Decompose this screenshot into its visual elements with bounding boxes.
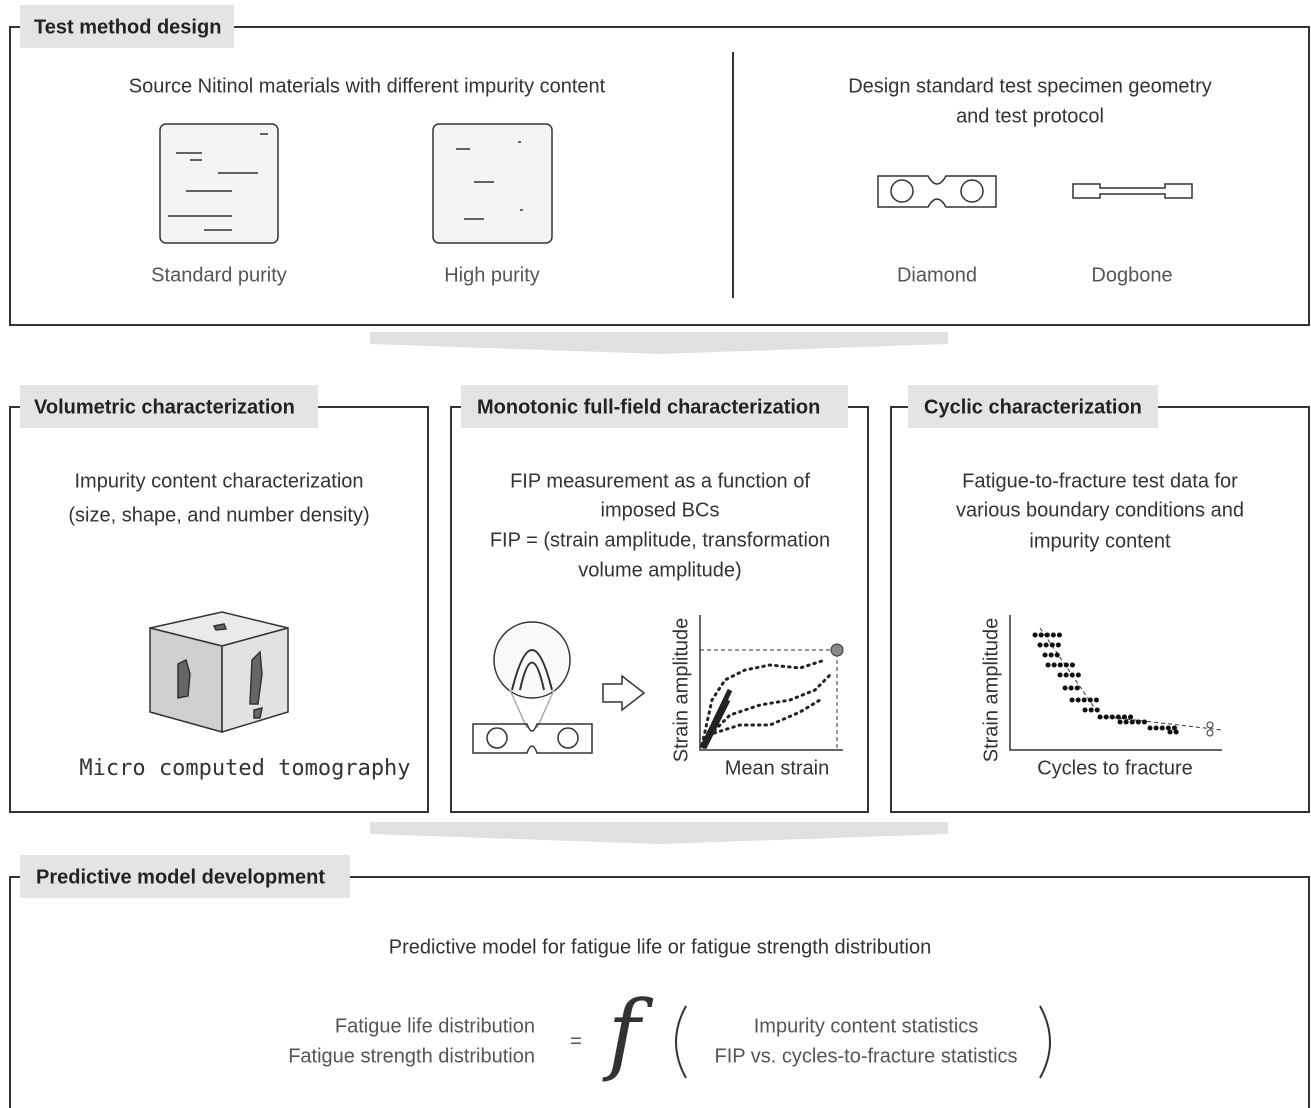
panel-heading: Design standard test specimen geometry xyxy=(848,75,1212,97)
section-box xyxy=(10,407,428,812)
section-box xyxy=(891,407,1309,812)
sample-label: High purity xyxy=(444,264,540,286)
panel-heading: impurity content xyxy=(1029,530,1171,552)
sample-high xyxy=(433,124,552,243)
lhs-term: Fatigue life distribution xyxy=(335,1015,535,1037)
section-box-corner xyxy=(10,877,20,898)
section-title: Monotonic full-field characterization xyxy=(477,396,820,418)
panel-heading: and test protocol xyxy=(956,105,1104,127)
rhs-term: FIP vs. cycles-to-fracture statistics xyxy=(714,1045,1017,1067)
panel-heading: imposed BCs xyxy=(601,499,720,521)
section-title: Test method design xyxy=(34,16,221,38)
cube xyxy=(150,612,288,732)
model-heading: Predictive model for fatigue life or fat… xyxy=(389,936,932,958)
caption: Micro computed tomography xyxy=(79,756,410,781)
rhs-term: Impurity content statistics xyxy=(754,1015,979,1037)
section-title: Predictive model development xyxy=(36,866,325,888)
section-title: Cyclic characterization xyxy=(924,396,1142,418)
section-box-corner xyxy=(891,407,908,428)
panel-heading: FIP = (strain amplitude, transformation xyxy=(490,529,830,551)
section-box-corner xyxy=(10,27,20,48)
section-box xyxy=(10,877,1309,1108)
lhs-term: Fatigue strength distribution xyxy=(288,1045,535,1067)
panel-heading: Fatigue-to-fracture test data for xyxy=(962,470,1238,492)
specimen-label: Dogbone xyxy=(1091,264,1172,286)
axis-label: Mean strain xyxy=(725,757,830,779)
specimen-label: Diamond xyxy=(897,264,977,286)
section-box xyxy=(451,407,868,812)
sample-standard xyxy=(160,124,278,243)
axis-label: Cycles to fracture xyxy=(1037,757,1193,779)
axis-label: Strain amplitude xyxy=(980,618,1002,763)
flow-arrow xyxy=(370,822,948,844)
panel-heading: Impurity content characterization xyxy=(74,470,363,492)
specimen-zoom xyxy=(473,622,644,753)
diagram: Test method design Source Nitinol materi… xyxy=(0,0,1311,1108)
equals: = xyxy=(570,1030,582,1052)
section-title: Volumetric characterization xyxy=(34,396,295,418)
section-box-corner xyxy=(10,407,20,428)
axis-label: Strain amplitude xyxy=(670,618,692,763)
function-symbol: f xyxy=(602,981,654,1084)
diamond-specimen xyxy=(878,176,996,207)
panel-heading: Source Nitinol materials with different … xyxy=(129,75,606,97)
panel-heading: FIP measurement as a function of xyxy=(510,470,810,492)
sample-label: Standard purity xyxy=(151,264,287,286)
section-box-corner xyxy=(451,407,461,428)
panel-heading: volume amplitude) xyxy=(578,559,741,581)
flow-arrow xyxy=(370,332,948,354)
panel-heading: (size, shape, and number density) xyxy=(68,504,369,526)
fip-plot: Strain amplitude Mean strain xyxy=(670,615,843,779)
dogbone-specimen xyxy=(1073,184,1192,198)
panel-heading: various boundary conditions and xyxy=(956,499,1244,521)
sn-plot: Strain amplitude Cycles to fracture xyxy=(980,615,1222,779)
